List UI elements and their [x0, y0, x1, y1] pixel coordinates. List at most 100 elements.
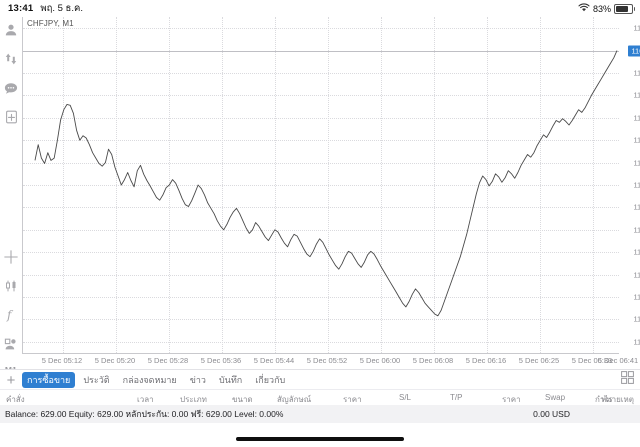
x-axis-tick-label: 5 Dec 05:36	[200, 356, 242, 365]
gridline-vertical	[116, 17, 117, 353]
gridline-vertical	[222, 17, 223, 353]
y-axis-tick-label: 110.175	[633, 113, 640, 123]
y-axis-tick-label: 110.150	[633, 225, 640, 235]
gridline-vertical	[593, 17, 594, 353]
price-line	[34, 50, 618, 317]
trade-arrows-icon[interactable]	[3, 51, 19, 67]
bottom-tab-bar: + การซื้อขาย ประวัติ กล่องจดหมาย ข่าว บันทึก…	[0, 369, 640, 390]
gridline-vertical	[540, 17, 541, 353]
layout-grid-icon[interactable]	[621, 371, 634, 389]
account-summary-text: Balance: 629.00 Equity: 629.00 หลักประกั…	[5, 409, 284, 419]
status-time: 13:41	[8, 3, 34, 14]
column-header-10[interactable]: กำไร	[595, 395, 613, 404]
column-header-comment[interactable]: หมายเหตุ	[601, 395, 634, 404]
ios-status-bar: 13:41 พฤ. 5 ธ.ค. 83%	[0, 0, 640, 17]
x-axis-tick-label: 5 Dec 05:12	[41, 356, 83, 365]
y-axis-tick-label: 110.195	[633, 23, 640, 33]
column-header-3[interactable]: ขนาด	[232, 395, 253, 404]
gridline-horizontal	[23, 252, 619, 254]
wifi-icon	[578, 2, 590, 15]
gridline-horizontal	[23, 185, 619, 186]
column-header-9[interactable]: Swap	[545, 393, 566, 402]
chart-type-icon[interactable]	[3, 278, 19, 294]
y-axis-tick-label: 110.170	[633, 135, 640, 145]
tab-list: การซื้อขาย ประวัติ กล่องจดหมาย ข่าว บันทึก เก…	[22, 372, 293, 388]
gridline-horizontal	[23, 274, 619, 276]
x-axis-tick-label: 5 Dec 06:25	[518, 356, 560, 365]
column-header-6[interactable]: S/L	[399, 393, 412, 402]
toolbar-top-group	[0, 22, 22, 125]
current-price-tag: 110.190	[628, 45, 640, 57]
new-document-icon[interactable]	[3, 109, 19, 125]
gridline-horizontal	[23, 140, 619, 142]
tab-0[interactable]: การซื้อขาย	[22, 372, 76, 388]
y-axis-tick-label: 110.135	[633, 292, 640, 302]
crosshair-icon[interactable]	[3, 249, 19, 265]
gridline-vertical	[487, 17, 488, 353]
x-axis-tick-label: 5 Dec 05:44	[253, 356, 295, 365]
gridline-vertical	[328, 17, 329, 353]
y-axis-tick-label: 110.160	[633, 180, 640, 190]
home-indicator	[236, 437, 404, 441]
gridline-horizontal	[23, 297, 619, 298]
y-axis-tick-label: 110.155	[633, 202, 640, 212]
tab-2[interactable]: กล่องจดหมาย	[122, 375, 177, 385]
tab-5[interactable]: เกี่ยวกับ	[255, 375, 286, 385]
price-axis[interactable]: 110.195 110.190 110.185 110.180 110.175 110.1…	[618, 17, 640, 353]
account-total-profit: 0.00 USD	[533, 409, 570, 419]
gridline-horizontal	[23, 28, 619, 30]
price-plot[interactable]: CHFJPY, M1	[22, 17, 619, 354]
gridline-horizontal	[23, 319, 619, 321]
y-axis-tick-label: 110.145	[633, 247, 640, 257]
indicators-icon[interactable]: f	[3, 307, 19, 323]
gridline-horizontal	[23, 117, 619, 119]
chart-area[interactable]: CHFJPY, M1 110.195110.190110.185110.1801…	[22, 17, 640, 369]
chat-icon[interactable]	[3, 80, 19, 96]
x-axis-tick-label: 5 Dec 05:28	[147, 356, 189, 365]
current-price-line	[23, 50, 619, 52]
column-header-7[interactable]: T/P	[450, 393, 463, 402]
x-axis-tick-label: 5 Dec 06:16	[465, 356, 507, 365]
tab-1[interactable]: ประวัติ	[83, 375, 110, 385]
gridline-vertical	[63, 17, 64, 353]
toolbar-bottom-group: f M1	[0, 249, 22, 375]
status-right-cluster: 83%	[578, 2, 635, 15]
y-axis-tick-label: 110.185	[633, 68, 640, 78]
y-axis-tick-label: 110.125	[633, 337, 640, 347]
x-axis-tick-label: 5 Dec 06:41	[597, 356, 639, 365]
gridline-horizontal	[23, 95, 619, 97]
gridline-horizontal	[23, 207, 619, 209]
tab-3[interactable]: ข่าว	[189, 375, 206, 385]
column-header-0[interactable]: คำสั่ง	[6, 395, 25, 404]
gridline-vertical	[275, 17, 276, 353]
column-header-5[interactable]: ราคา	[343, 395, 362, 404]
x-axis-tick-label: 5 Dec 06:08	[412, 356, 454, 365]
positions-empty-area	[0, 423, 640, 447]
gridline-horizontal	[23, 341, 619, 343]
y-axis-tick-label: 110.165	[633, 158, 640, 168]
y-axis-tick-label: 110.130	[633, 314, 640, 324]
objects-icon[interactable]	[3, 336, 19, 352]
x-axis-tick-label: 5 Dec 05:52	[306, 356, 348, 365]
chart-symbol-label: CHFJPY, M1	[27, 19, 74, 28]
tab-4[interactable]: บันทึก	[218, 375, 243, 385]
plus-icon[interactable]: +	[6, 371, 16, 389]
gridline-vertical	[381, 17, 382, 353]
x-axis-tick-label: 5 Dec 06:00	[359, 356, 401, 365]
column-header-1[interactable]: เวลา	[137, 395, 154, 404]
column-header-8[interactable]: ราคา	[502, 395, 521, 404]
battery-icon	[614, 3, 635, 14]
column-header-2[interactable]: ประเภท	[180, 395, 207, 404]
svg-text:f: f	[6, 308, 14, 322]
time-axis[interactable]: 5 Dec 05:12 5 Dec 05:20 5 Dec 05:28 5 Dec 0…	[22, 353, 638, 369]
y-axis-tick-label: 110.180	[633, 90, 640, 100]
gridline-horizontal	[23, 229, 619, 231]
column-header-4[interactable]: สัญลักษณ์	[277, 395, 312, 404]
accounts-icon[interactable]	[3, 22, 19, 38]
x-axis-tick-label: 5 Dec 06:33	[571, 356, 613, 365]
gridline-vertical	[434, 17, 435, 353]
gridline-horizontal	[23, 162, 619, 164]
x-axis-tick-label: 5 Dec 05:20	[94, 356, 136, 365]
y-axis-tick-label: 110.140	[633, 270, 640, 280]
gridline-horizontal	[23, 73, 619, 74]
